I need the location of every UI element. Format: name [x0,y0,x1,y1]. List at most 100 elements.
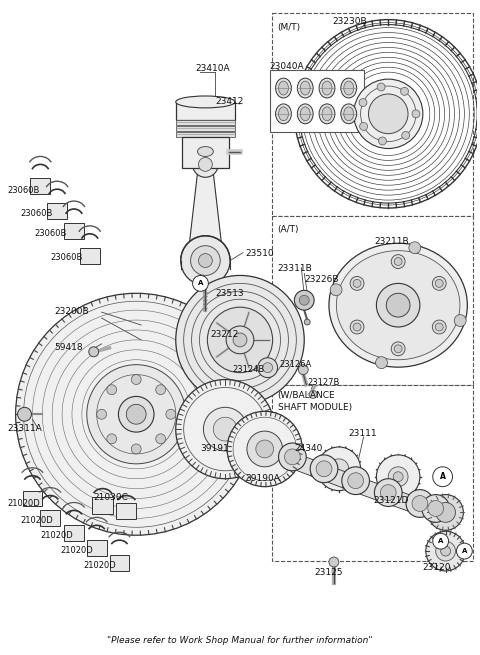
Circle shape [278,443,306,471]
Text: 23124B: 23124B [232,365,264,374]
Text: 23125: 23125 [314,568,343,577]
Ellipse shape [276,104,291,124]
Bar [176,126,235,131]
Ellipse shape [278,107,288,121]
Text: 21030C: 21030C [94,493,129,502]
Circle shape [107,434,117,443]
Circle shape [441,546,451,556]
Text: (W/BALANCE
SHAFT MODULE): (W/BALANCE SHAFT MODULE) [277,392,352,411]
Circle shape [388,467,408,487]
Circle shape [300,295,309,305]
Circle shape [330,284,342,296]
Bar [407,496,435,518]
Text: A: A [440,472,445,481]
Circle shape [233,333,247,347]
Ellipse shape [297,78,313,98]
Ellipse shape [329,243,468,367]
Circle shape [119,396,154,432]
Text: 21020D: 21020D [84,561,117,570]
Circle shape [412,496,428,512]
Circle shape [428,500,444,516]
Circle shape [329,459,349,479]
Circle shape [380,485,396,500]
Bar [272,216,473,384]
Circle shape [204,407,247,451]
Text: A: A [438,538,444,544]
Circle shape [412,110,420,118]
Circle shape [354,79,423,149]
Ellipse shape [278,81,288,95]
Circle shape [263,363,273,373]
Circle shape [316,461,332,477]
Circle shape [409,242,420,253]
Bar [87,540,107,556]
Text: 23111: 23111 [349,429,377,438]
Circle shape [435,323,443,331]
Text: 21020D: 21020D [60,546,93,555]
Circle shape [402,132,409,140]
Circle shape [317,447,360,491]
Circle shape [348,473,363,489]
Circle shape [191,246,220,276]
Circle shape [207,307,273,373]
Bar [117,504,136,519]
Bar [80,248,100,263]
Circle shape [310,455,338,483]
Circle shape [192,151,218,178]
Circle shape [156,434,166,443]
Text: 23513: 23513 [216,290,244,298]
Ellipse shape [197,147,213,157]
Text: 23126A: 23126A [279,360,312,369]
Circle shape [394,345,402,353]
Bar [182,137,229,168]
Circle shape [226,326,254,354]
Text: 23410A: 23410A [195,64,230,73]
Ellipse shape [344,107,354,121]
Text: 24340: 24340 [294,444,323,453]
Bar [23,491,42,506]
Circle shape [247,431,283,467]
Bar [279,449,324,479]
Circle shape [406,490,434,517]
Circle shape [227,411,302,487]
Ellipse shape [344,81,354,95]
Text: 23412: 23412 [216,97,244,106]
Bar [311,461,355,491]
Text: 23060B: 23060B [50,253,83,261]
Circle shape [156,384,166,395]
Circle shape [258,358,277,377]
Circle shape [350,320,364,334]
Bar [176,132,235,137]
Circle shape [375,357,387,369]
Circle shape [432,276,446,290]
Circle shape [256,440,274,458]
Ellipse shape [297,104,313,124]
Text: (M/T): (M/T) [277,23,300,31]
Circle shape [304,319,310,325]
Text: 39191: 39191 [201,444,229,453]
Circle shape [436,541,456,561]
Ellipse shape [276,78,291,98]
Bar [40,510,60,527]
Text: 23311A: 23311A [8,424,42,433]
Text: A: A [462,548,467,554]
Text: 23230B: 23230B [332,16,367,26]
Circle shape [359,98,367,107]
Circle shape [369,94,408,134]
Ellipse shape [300,107,310,121]
Circle shape [309,390,317,398]
Ellipse shape [300,81,310,95]
Polygon shape [188,164,223,259]
Bar [270,70,363,132]
Circle shape [379,137,386,145]
Circle shape [192,276,208,291]
Circle shape [18,407,32,421]
Bar [342,473,388,502]
Circle shape [166,409,176,419]
Text: 23040A: 23040A [270,62,304,71]
Circle shape [294,290,314,310]
Circle shape [401,87,408,96]
Bar [272,384,473,561]
Circle shape [298,365,308,375]
Circle shape [433,467,453,487]
